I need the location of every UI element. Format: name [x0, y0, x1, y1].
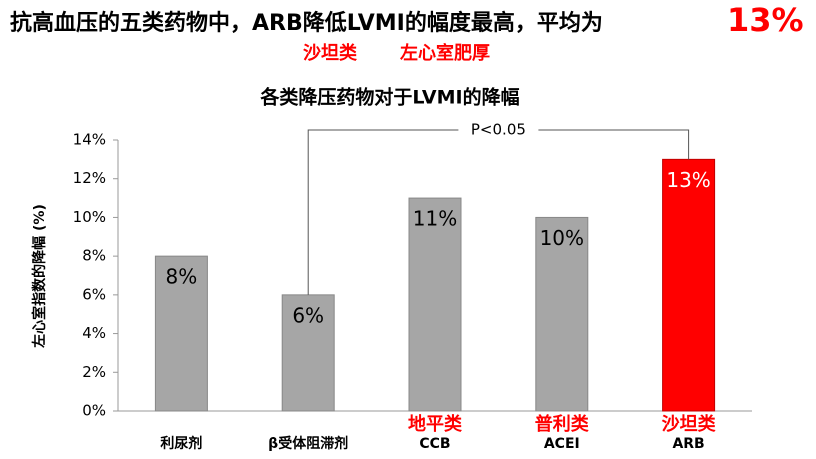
y-tick-label: 2%	[82, 363, 106, 381]
chart-title: 各类降压药物对于LVMI的降幅	[259, 86, 519, 109]
value-label: 11%	[413, 207, 457, 231]
y-axis-label: 左心室指数的降幅 (%)	[31, 204, 48, 349]
y-tick-label: 0%	[82, 402, 106, 420]
slide-highlight: 13%	[727, 1, 804, 39]
slide-title: 抗高血压的五类药物中，ARB降低LVMI的幅度最高，平均为	[10, 10, 603, 36]
x-tick-label: 利尿剂	[160, 435, 202, 452]
annotation-bg	[458, 120, 539, 140]
value-label: 13%	[666, 168, 710, 192]
x-tick-label: ARB	[672, 436, 704, 452]
y-tick-label: 4%	[82, 324, 106, 342]
bar	[662, 158, 716, 412]
significance-bracket	[307, 129, 690, 295]
y-tick-label: 12%	[73, 169, 106, 187]
y-tick-label: 6%	[82, 285, 106, 303]
y-tick-label: 8%	[82, 247, 106, 265]
tag: 沙坦类	[303, 42, 358, 64]
category-note: 普利类	[535, 413, 590, 435]
bar	[535, 216, 589, 412]
category-note: 沙坦类	[662, 413, 717, 435]
y-tick-label: 14%	[73, 131, 106, 149]
bar	[154, 255, 208, 412]
x-tick-label: β受体阻滞剂	[268, 435, 348, 452]
category-note: 地平类	[408, 413, 463, 435]
value-label: 6%	[292, 303, 324, 327]
value-label: 8%	[166, 265, 198, 289]
bar	[408, 197, 462, 412]
y-tick-label: 10%	[73, 208, 106, 226]
tag: 左心室肥厚	[400, 42, 490, 64]
x-tick-label: CCB	[419, 436, 450, 452]
bar	[281, 294, 335, 412]
value-label: 10%	[540, 226, 584, 250]
x-tick-label: ACEI	[544, 436, 580, 452]
annotation: P<0.05	[471, 121, 526, 139]
